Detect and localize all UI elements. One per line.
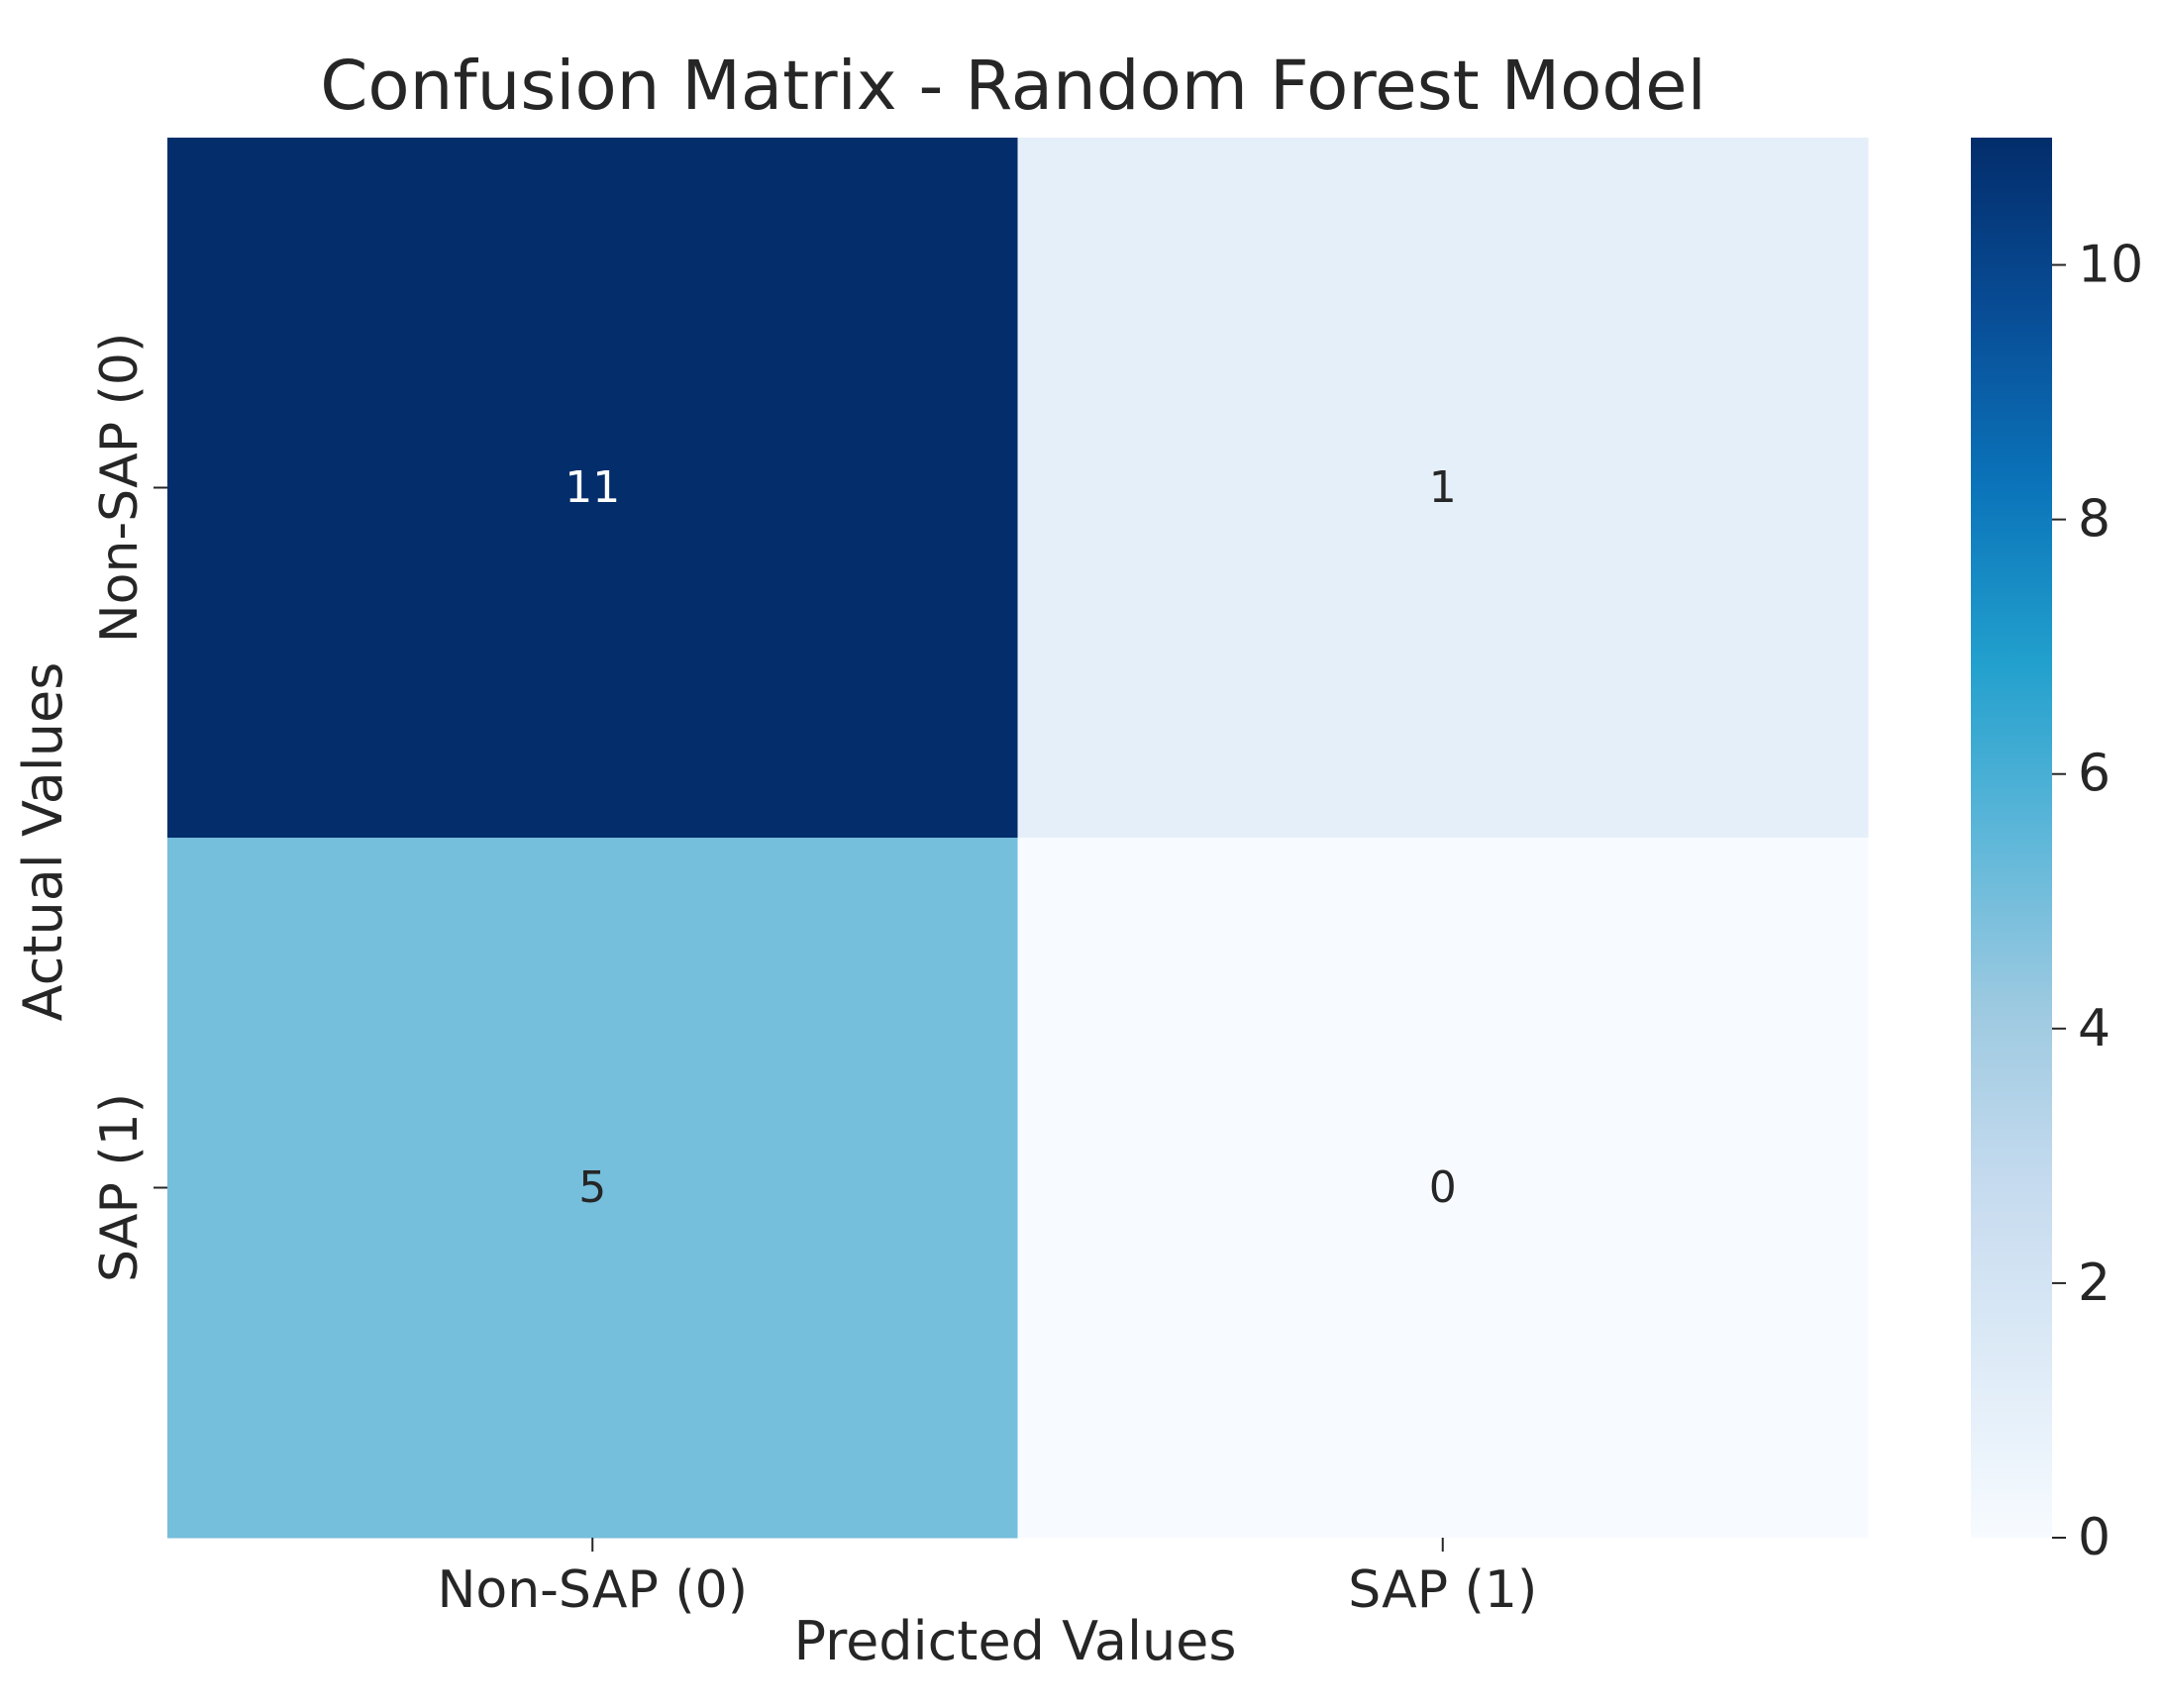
colorbar-tick-label: 8 (2078, 490, 2111, 550)
colorbar-tick-label: 6 (2078, 745, 2111, 804)
colorbar-tick-label: 0 (2078, 1508, 2111, 1567)
heatmap-cell (167, 838, 1018, 1539)
colorbar-tick-label: 2 (2078, 1254, 2111, 1313)
cell-value-label: 11 (565, 462, 620, 513)
y-axis: Non-SAP (0) SAP (1) (90, 333, 167, 1282)
heatmap-cell (167, 138, 1018, 839)
x-axis: Non-SAP (0) SAP (1) (437, 1538, 1537, 1620)
cell-value-label: 5 (578, 1162, 606, 1213)
heatmap-cell (1017, 838, 1869, 1539)
y-axis-label: Actual Values (12, 662, 74, 1022)
colorbar-tick-label: 10 (2078, 236, 2143, 295)
colorbar (1971, 138, 2052, 1538)
cell-value-labels: 11 15 0 (565, 462, 1457, 1213)
x-tick-label: Non-SAP (0) (437, 1560, 748, 1620)
colorbar-tick-label: 4 (2078, 999, 2111, 1058)
y-tick-label: SAP (1) (90, 1093, 150, 1282)
chart-title: Confusion Matrix - Random Forest Model (320, 47, 1706, 126)
x-tick-label: SAP (1) (1348, 1560, 1537, 1620)
colorbar-ticks: 0 2 4 6 8 10 (2052, 236, 2143, 1567)
heatmap-cells (167, 138, 1869, 1539)
cell-value-label: 1 (1429, 462, 1457, 513)
y-tick-label: Non-SAP (0) (90, 333, 150, 644)
heatmap-cell (1017, 138, 1869, 839)
x-axis-label: Predicted Values (793, 1610, 1236, 1672)
cell-value-label: 0 (1429, 1162, 1457, 1213)
